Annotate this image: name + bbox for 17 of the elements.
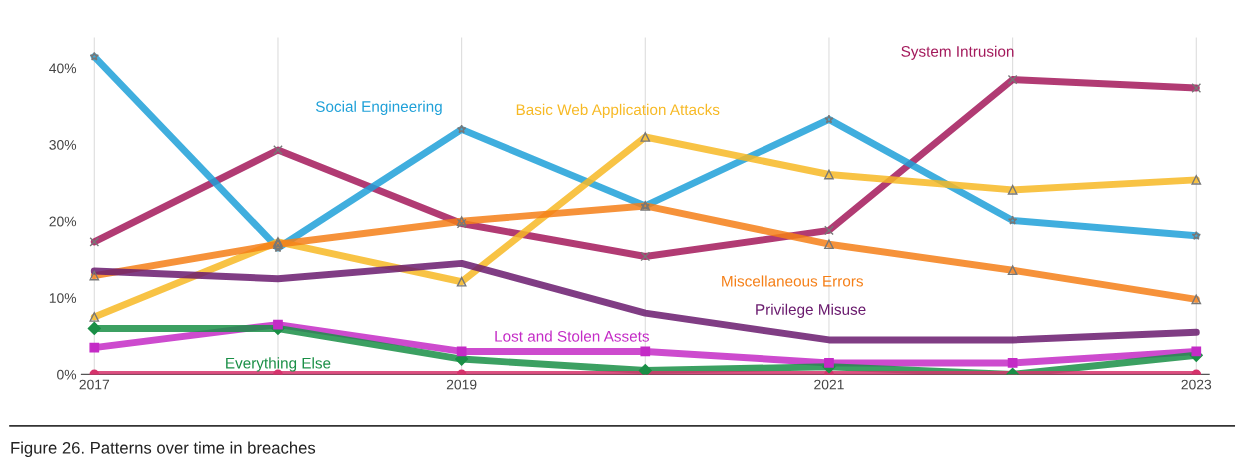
text: Basic Web Application Attacks	[516, 103, 720, 119]
x-tick-label: 2019	[446, 379, 477, 390]
x-tick-label: 2023	[1181, 379, 1212, 390]
series-label: System Intrusion	[901, 45, 1014, 60]
y-tick-label: 0%	[57, 369, 77, 380]
y-tick-label: 40%	[49, 63, 77, 74]
y-tick-label: 10%	[49, 293, 77, 303]
text: Figure 26. Patterns over time in breaches	[11, 441, 316, 458]
x-tick-label: 2021	[814, 379, 844, 390]
series-label: Social Engineering	[315, 100, 442, 116]
y-tick-label: 30%	[49, 139, 77, 150]
series-label: Lost and Stolen Assets	[495, 330, 649, 342]
series-label: Miscellaneous Errors	[722, 275, 863, 287]
series-label: Everything Else	[226, 357, 331, 372]
series-label: Privilege Misuse	[756, 303, 866, 318]
y-tick-label: 20%	[49, 216, 77, 227]
x-tick-label: 2017	[79, 379, 110, 390]
